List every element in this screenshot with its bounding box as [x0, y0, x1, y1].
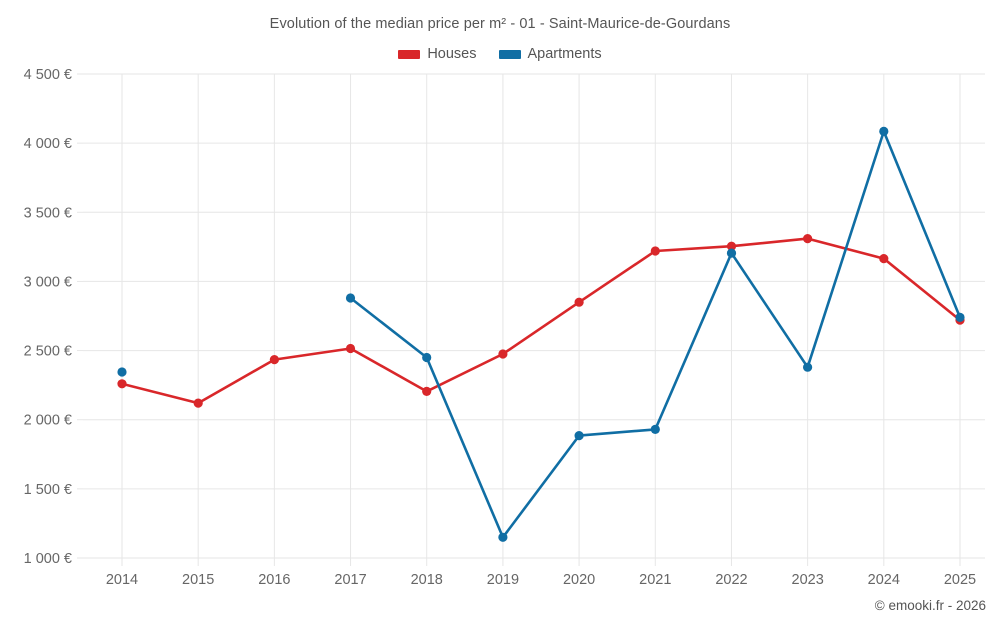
x-axis-tick-label: 2015	[182, 572, 214, 588]
data-point-marker[interactable]	[650, 246, 660, 256]
data-point-marker[interactable]	[803, 234, 813, 244]
legend-label-apartments: Apartments	[527, 46, 602, 62]
series-apartments	[117, 126, 965, 542]
data-point-marker[interactable]	[269, 355, 279, 365]
data-point-marker[interactable]	[117, 379, 127, 389]
legend-item-houses[interactable]: Houses	[398, 46, 477, 62]
x-axis-tick-label: 2018	[411, 572, 443, 588]
y-axis-tick-label: 3 000 €	[24, 274, 72, 290]
data-point-marker[interactable]	[879, 254, 889, 264]
x-axis-tick-label: 2022	[715, 572, 747, 588]
data-point-marker[interactable]	[726, 241, 737, 251]
y-axis-tick-label: 2 000 €	[24, 413, 72, 429]
data-point-marker[interactable]	[650, 424, 660, 434]
data-point-marker[interactable]	[498, 532, 508, 542]
data-point-marker[interactable]	[574, 431, 584, 441]
footer-credit: © emooki.fr - 2026	[874, 598, 986, 613]
series-line	[120, 237, 962, 405]
x-axis-tick-label: 2016	[258, 572, 290, 588]
x-axis-tick-label: 2023	[792, 572, 824, 588]
y-axis-tick-label: 1 000 €	[24, 551, 72, 567]
data-point-marker[interactable]	[574, 297, 584, 307]
x-axis-tick-label: 2025	[944, 572, 976, 588]
y-axis-tick-label: 3 500 €	[24, 205, 72, 221]
y-axis-tick-labels: 1 000 € 1 500 € 2 000 € 2 500 € 3 000 € 3 500…	[24, 67, 72, 567]
data-series-layer	[117, 126, 965, 542]
data-point-marker[interactable]	[422, 386, 432, 396]
data-point-marker[interactable]	[879, 126, 889, 136]
legend-label-houses: Houses	[427, 46, 477, 62]
chart-legend: Houses Apartments	[0, 46, 1000, 62]
chart-title: Evolution of the median price per m² - 0…	[269, 16, 731, 32]
x-axis-tick-label: 2021	[639, 572, 671, 588]
data-point-marker[interactable]	[726, 248, 737, 258]
x-axis-tick-label: 2017	[334, 572, 366, 588]
x-axis-tick-label: 2019	[487, 572, 519, 588]
data-point-marker[interactable]	[422, 352, 432, 363]
legend-item-apartments[interactable]: Apartments	[498, 46, 602, 62]
grid-lines	[77, 73, 985, 566]
y-axis-tick-label: 1 500 €	[24, 482, 72, 498]
legend-swatch-apartments	[498, 49, 521, 59]
data-point-marker[interactable]	[345, 293, 356, 303]
y-axis-tick-label: 4 000 €	[24, 136, 72, 152]
y-axis-tick-label: 2 500 €	[24, 344, 72, 360]
y-axis-tick-label: 4 500 €	[24, 67, 72, 83]
data-point-marker[interactable]	[117, 367, 127, 377]
x-axis-tick-label: 2024	[868, 572, 900, 588]
x-axis-tick-label: 2020	[563, 572, 595, 588]
x-axis-tick-labels: 2014 2015 2016 2017 2018 2019 2020 2021 2022 2023…	[106, 572, 976, 588]
x-axis-tick-label: 2014	[106, 572, 138, 588]
data-point-marker[interactable]	[498, 349, 508, 359]
data-point-marker[interactable]	[803, 362, 813, 372]
data-point-marker[interactable]	[955, 312, 965, 322]
data-point-marker[interactable]	[345, 343, 356, 354]
legend-swatch-houses	[398, 49, 421, 59]
series-houses	[117, 234, 965, 408]
data-point-marker[interactable]	[193, 398, 203, 408]
